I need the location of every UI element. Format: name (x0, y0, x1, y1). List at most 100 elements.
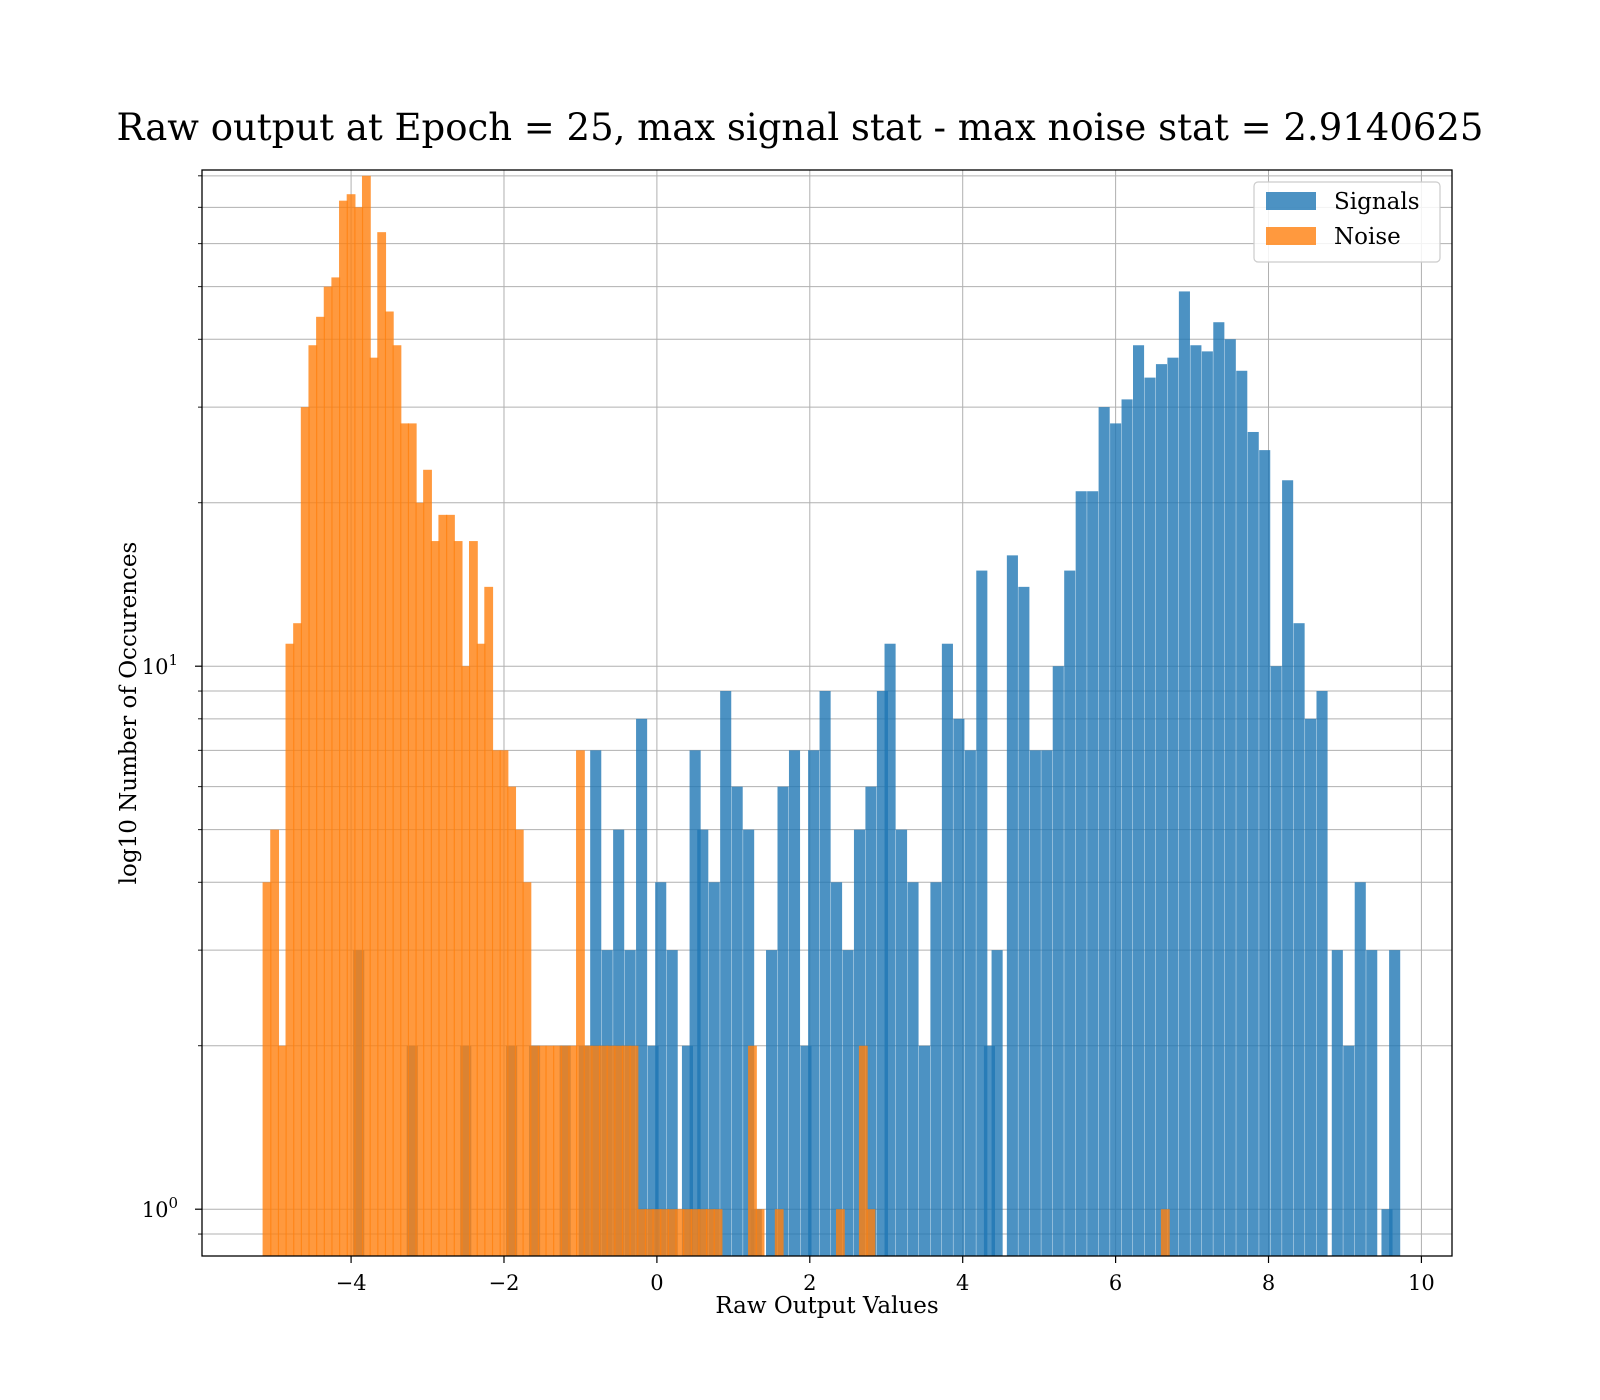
legend: Signals Noise (1253, 181, 1441, 263)
y-tick-label: 101 (142, 651, 178, 679)
histogram-bar (755, 1209, 765, 1256)
histogram-bar (1366, 950, 1378, 1256)
histogram-bar (316, 316, 325, 1256)
histogram-bar (537, 1045, 547, 1256)
histogram-bar (1236, 370, 1248, 1256)
histogram-bar (1259, 450, 1271, 1256)
histogram-bar (568, 1045, 578, 1256)
histogram-bar (377, 232, 387, 1256)
histogram-bar (647, 1045, 659, 1256)
histogram-bar (853, 829, 866, 1256)
histogram-bar (453, 541, 463, 1256)
histogram-bar (835, 1209, 845, 1256)
histogram-bar (1305, 718, 1317, 1256)
histogram-bar (953, 718, 965, 1256)
histogram-bar (748, 1045, 757, 1256)
histogram-bar (392, 345, 402, 1257)
histogram-bar (1167, 357, 1179, 1257)
histogram-bar (1087, 491, 1099, 1256)
histogram-bar (1247, 431, 1259, 1256)
legend-swatch-noise (1266, 227, 1316, 245)
histogram-bar (636, 718, 648, 1256)
histogram-bar (331, 277, 341, 1256)
histogram-bar (446, 514, 455, 1256)
histogram-bar (660, 1209, 669, 1256)
histogram-bar (469, 541, 478, 1256)
histogram-bar (491, 750, 501, 1256)
histogram-bar (808, 750, 820, 1256)
histogram-bar (1144, 377, 1156, 1256)
x-tick-label: 8 (1262, 1271, 1275, 1295)
histogram-bar (644, 1209, 654, 1256)
series-noise-bars (262, 175, 1170, 1257)
histogram-bar (545, 1045, 555, 1256)
histogram-bar (666, 950, 678, 1256)
histogram-bar (400, 423, 409, 1256)
histogram-bar (858, 1045, 868, 1256)
histogram-bar (983, 1045, 996, 1256)
histogram-bar (621, 1045, 631, 1256)
histogram-bar (689, 750, 701, 1256)
histogram-bar (675, 1209, 685, 1256)
y-tick-exponent: 0 (168, 1194, 178, 1212)
x-axis-ticks: −4 −2 0 2 4 6 8 10 (336, 1256, 1435, 1295)
histogram-bar (384, 311, 394, 1256)
histogram-bar (1293, 623, 1305, 1256)
histogram-bar (415, 502, 425, 1256)
x-tick-label: −4 (336, 1271, 367, 1295)
histogram-bar (484, 586, 494, 1256)
x-tick-label: 2 (803, 1271, 816, 1295)
histogram-bar (300, 407, 310, 1256)
histogram-bar (560, 1045, 570, 1256)
histogram-bar (1178, 291, 1190, 1256)
histogram-bar (629, 1045, 639, 1256)
histogram-bar (766, 950, 778, 1256)
histogram-bar (1064, 570, 1076, 1256)
legend-label-signals: Signals (1334, 189, 1420, 215)
histogram-bar (1282, 480, 1294, 1257)
histogram-bar (637, 1209, 646, 1256)
histogram-bar (681, 1045, 694, 1256)
histogram-bar (522, 882, 532, 1256)
histogram-bar (1133, 345, 1145, 1257)
x-tick-label: 10 (1408, 1271, 1435, 1295)
histogram-bar (1006, 555, 1018, 1256)
histogram-bar (976, 570, 988, 1256)
histogram-bar (423, 469, 432, 1256)
histogram-bar (800, 1045, 812, 1256)
histogram-bar (743, 829, 755, 1256)
histogram-bar (1270, 666, 1282, 1256)
histogram-bar (1018, 586, 1030, 1256)
histogram-bar (777, 786, 789, 1256)
histogram-bar (866, 1209, 876, 1256)
histogram-bar (530, 1045, 539, 1256)
histogram-bar (895, 829, 908, 1256)
histogram-bar (731, 786, 743, 1256)
histogram-bar (438, 514, 448, 1256)
histogram-bar (831, 882, 843, 1256)
histogram-bar (1331, 950, 1343, 1256)
histogram-bar (606, 1045, 616, 1256)
histogram-bar (918, 1045, 931, 1256)
histogram-bar (339, 200, 348, 1256)
y-tick-label: 100 (142, 1194, 178, 1222)
histogram-bar (277, 1045, 287, 1256)
x-tick-label: 0 (650, 1271, 663, 1295)
histogram-bar (1190, 345, 1202, 1257)
histogram-bar (1121, 399, 1133, 1257)
histogram-bar (690, 1209, 700, 1256)
histogram-bar (1160, 1209, 1170, 1256)
histogram-bar (941, 643, 953, 1256)
histogram-bar (553, 1045, 562, 1256)
histogram-bar (1029, 750, 1041, 1256)
histogram-bar (1098, 407, 1110, 1256)
histogram-bar (1354, 882, 1366, 1256)
histogram-bar (708, 882, 720, 1256)
y-tick-base: 10 (142, 655, 169, 679)
histogram-bar (369, 357, 379, 1257)
histogram-bar (476, 643, 486, 1256)
histogram-bar (583, 1045, 593, 1256)
histogram-bar (1389, 950, 1401, 1256)
histogram-bar (354, 207, 364, 1256)
